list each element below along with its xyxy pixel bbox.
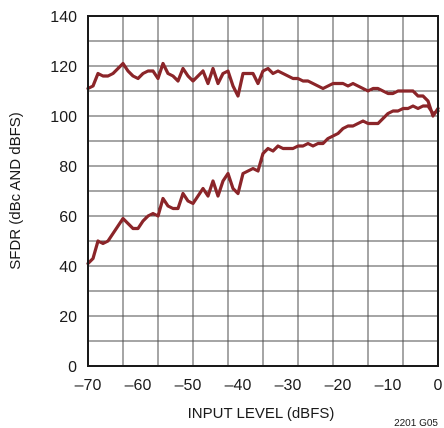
x-tick-labels: –70 –60 –50 –40 –30 –20 –10 0	[75, 377, 443, 394]
y-tick-labels: 0 20 40 60 80 100 120 140	[50, 9, 77, 376]
y-tick-label: 40	[59, 259, 77, 276]
x-tick-label: –20	[325, 377, 352, 394]
y-tick-label: 60	[59, 209, 77, 226]
y-tick-label: 20	[59, 309, 77, 326]
x-tick-label: –70	[75, 377, 102, 394]
y-tick-label: 140	[50, 9, 77, 26]
grid-lines	[88, 16, 438, 366]
x-tick-label: –60	[125, 377, 152, 394]
x-tick-label: 0	[434, 377, 443, 394]
y-tick-label: 120	[50, 59, 77, 76]
series-line-2	[86, 104, 440, 266]
x-tick-label: –10	[375, 377, 402, 394]
y-tick-label: 80	[59, 159, 77, 176]
x-tick-label: –50	[175, 377, 202, 394]
y-axis-title: SFDR (dBc AND dBFS)	[7, 112, 24, 270]
y-tick-label: 0	[68, 359, 77, 376]
y-tick-label: 100	[50, 109, 77, 126]
x-tick-label: –30	[275, 377, 302, 394]
series-line-1	[86, 61, 440, 118]
x-tick-label: –40	[225, 377, 252, 394]
plot-frame	[87, 15, 439, 367]
x-axis-title: INPUT LEVEL (dBFS)	[188, 405, 335, 422]
series-layer	[86, 61, 440, 266]
figure-id: 2201 G05	[394, 418, 438, 428]
